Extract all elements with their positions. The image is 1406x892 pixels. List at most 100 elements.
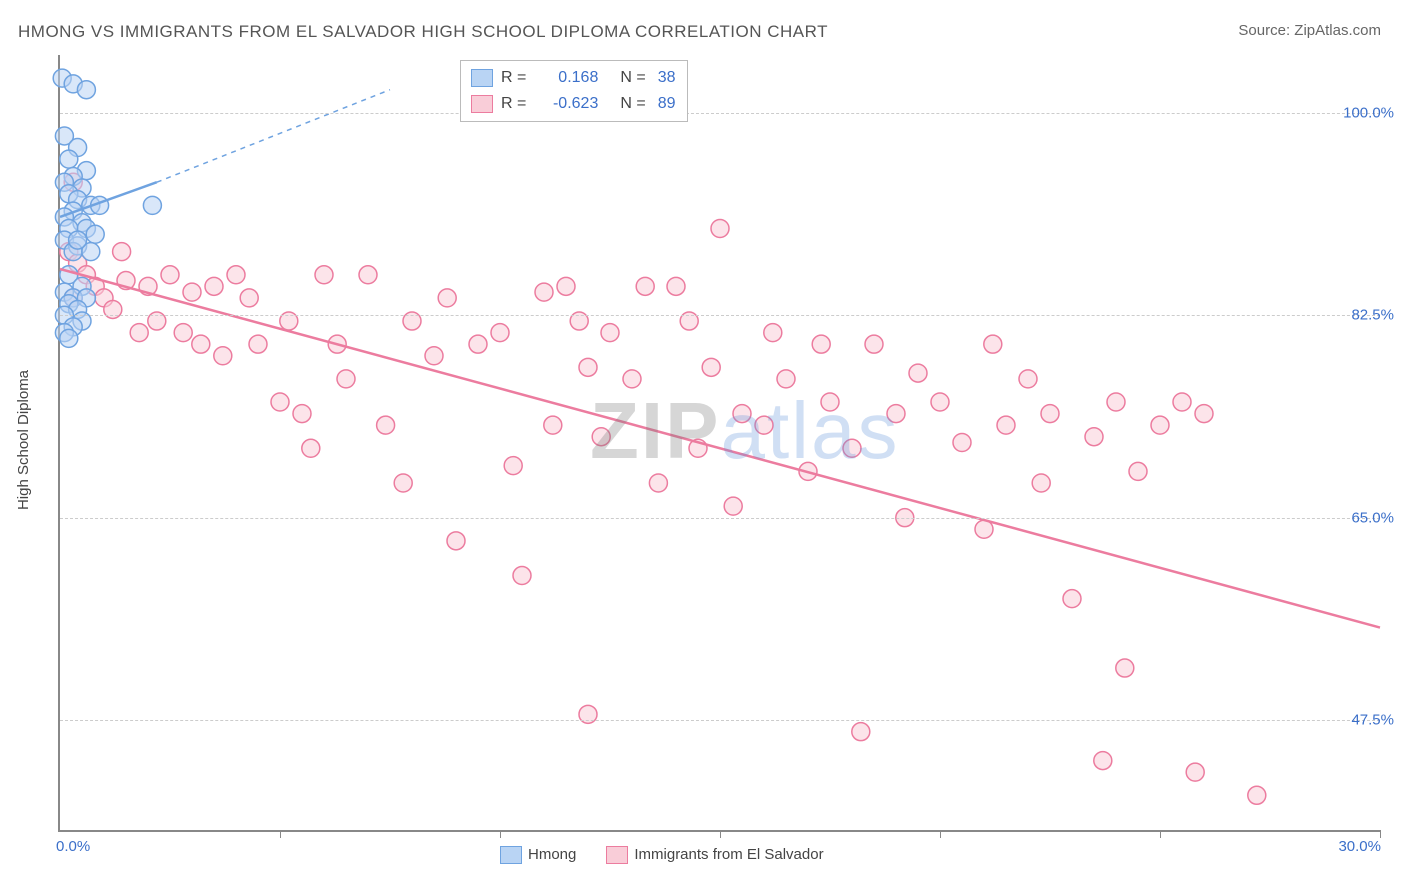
data-point [337,370,355,388]
data-point [513,567,531,585]
correlation-legend: R =0.168N =38R =-0.623N =89 [460,60,688,122]
data-point [1019,370,1037,388]
data-point [113,243,131,261]
data-point [649,474,667,492]
data-point [240,289,258,307]
legend-r-value: -0.623 [538,95,598,113]
data-point [1094,752,1112,770]
data-point [161,266,179,284]
legend-swatch [606,846,628,864]
legend-item: Immigrants from El Salvador [606,846,823,864]
gridline [60,315,1380,316]
data-point [592,428,610,446]
data-point [315,266,333,284]
data-point [1186,763,1204,781]
data-point [865,335,883,353]
data-point [227,266,245,284]
x-tick [720,830,721,838]
legend-row: R =0.168N =38 [471,65,675,91]
trend-line-extrapolated [157,90,390,183]
data-point [469,335,487,353]
legend-n-value: 89 [658,95,676,113]
series-legend: Hmong Immigrants from El Salvador [500,846,824,864]
data-point [1248,786,1266,804]
data-point [438,289,456,307]
data-point [711,220,729,238]
data-point [1107,393,1125,411]
data-point [77,81,95,99]
data-point [821,393,839,411]
data-point [931,393,949,411]
data-point [1173,393,1191,411]
x-max-label: 30.0% [1338,838,1381,855]
data-point [535,283,553,301]
data-point [447,532,465,550]
data-point [544,416,562,434]
data-point [425,347,443,365]
data-point [174,324,192,342]
data-point [852,723,870,741]
y-tick-label: 100.0% [1343,104,1394,121]
y-tick-label: 82.5% [1351,307,1394,324]
data-point [843,439,861,457]
data-point [1041,405,1059,423]
data-point [60,329,78,347]
data-point [377,416,395,434]
y-tick-label: 47.5% [1351,712,1394,729]
y-tick-label: 65.0% [1351,509,1394,526]
legend-r-label: R = [501,95,526,113]
data-point [130,324,148,342]
data-point [667,277,685,295]
data-point [504,457,522,475]
data-point [1085,428,1103,446]
data-point [777,370,795,388]
data-point [143,196,161,214]
data-point [491,324,509,342]
x-tick [500,830,501,838]
gridline [60,113,1380,114]
data-point [755,416,773,434]
data-point [69,231,87,249]
data-point [394,474,412,492]
data-point [293,405,311,423]
data-point [60,150,78,168]
data-point [302,439,320,457]
legend-label: Immigrants from El Salvador [634,846,823,863]
data-point [192,335,210,353]
data-point [205,277,223,295]
source-link[interactable]: ZipAtlas.com [1294,22,1381,39]
data-point [183,283,201,301]
legend-r-label: R = [501,69,526,87]
legend-swatch [471,95,493,113]
x-tick [940,830,941,838]
legend-n-label: N = [620,95,645,113]
data-point [601,324,619,342]
data-point [249,335,267,353]
data-point [557,277,575,295]
legend-item: Hmong [500,846,576,864]
chart-title: HMONG VS IMMIGRANTS FROM EL SALVADOR HIG… [18,22,828,42]
x-tick [280,830,281,838]
data-point [1151,416,1169,434]
data-point [1195,405,1213,423]
data-point [636,277,654,295]
data-point [887,405,905,423]
data-point [271,393,289,411]
data-point [702,358,720,376]
data-point [359,266,377,284]
data-point [953,434,971,452]
trend-line [60,269,1380,628]
data-point [1129,462,1147,480]
data-point [579,358,597,376]
x-tick [1380,830,1381,838]
gridline [60,720,1380,721]
legend-n-label: N = [620,69,645,87]
gridline [60,518,1380,519]
legend-row: R = -0.623 N = 89 [471,91,675,117]
source-label: Source: [1238,22,1290,39]
data-point [764,324,782,342]
data-point [997,416,1015,434]
data-point [909,364,927,382]
legend-n-value: 38 [658,69,676,87]
source-attribution: Source: ZipAtlas.com [1238,22,1381,39]
